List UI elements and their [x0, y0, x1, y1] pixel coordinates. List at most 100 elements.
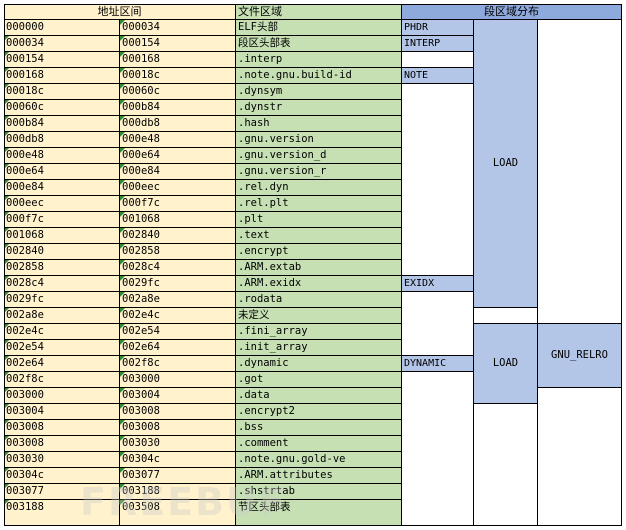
- address-end-cell[interactable]: 002e64: [120, 340, 236, 356]
- file-region-cell[interactable]: .fini_array: [236, 324, 402, 340]
- address-start-cell[interactable]: 003008: [4, 436, 120, 452]
- address-start-cell[interactable]: 002f8c: [4, 372, 120, 388]
- segment-note[interactable]: NOTE: [402, 68, 474, 84]
- file-region-cell[interactable]: 段区头部表: [236, 36, 402, 52]
- address-end-cell[interactable]: 002f8c: [120, 356, 236, 372]
- address-end-cell[interactable]: 002e54: [120, 324, 236, 340]
- file-region-cell[interactable]: .note.gnu.build-id: [236, 68, 402, 84]
- address-end-cell[interactable]: 003030: [120, 436, 236, 452]
- address-start-cell[interactable]: 002e4c: [4, 324, 120, 340]
- file-region-cell[interactable]: .ARM.extab: [236, 260, 402, 276]
- address-end-cell[interactable]: 000154: [120, 36, 236, 52]
- file-region-cell[interactable]: .encrypt: [236, 244, 402, 260]
- address-end-cell[interactable]: 003508: [120, 500, 236, 526]
- address-end-cell[interactable]: 0028c4: [120, 260, 236, 276]
- address-end-cell[interactable]: 003008: [120, 404, 236, 420]
- address-start-cell[interactable]: 003030: [4, 452, 120, 468]
- file-region-cell[interactable]: .hash: [236, 116, 402, 132]
- address-end-cell[interactable]: 000db8: [120, 116, 236, 132]
- address-end-cell[interactable]: 000e64: [120, 148, 236, 164]
- file-region-cell[interactable]: .got: [236, 372, 402, 388]
- file-region-cell[interactable]: .bss: [236, 420, 402, 436]
- segment-interp[interactable]: INTERP: [402, 36, 474, 52]
- file-region-cell[interactable]: .dynamic: [236, 356, 402, 372]
- file-region-cell[interactable]: .interp: [236, 52, 402, 68]
- segment-dynamic[interactable]: DYNAMIC: [402, 356, 474, 372]
- address-end-cell[interactable]: 001068: [120, 212, 236, 228]
- address-start-cell[interactable]: 003077: [4, 484, 120, 500]
- file-region-cell[interactable]: .ARM.exidx: [236, 276, 402, 292]
- address-start-cell[interactable]: 000034: [4, 36, 120, 52]
- address-end-cell[interactable]: 003188: [120, 484, 236, 500]
- file-region-cell[interactable]: .text: [236, 228, 402, 244]
- address-end-cell[interactable]: 00304c: [120, 452, 236, 468]
- address-end-cell[interactable]: 003077: [120, 468, 236, 484]
- address-end-cell[interactable]: 002e4c: [120, 308, 236, 324]
- address-end-cell[interactable]: 000e84: [120, 164, 236, 180]
- address-end-cell[interactable]: 003004: [120, 388, 236, 404]
- address-start-cell[interactable]: 002e54: [4, 340, 120, 356]
- file-region-cell[interactable]: .dynstr: [236, 100, 402, 116]
- address-start-cell[interactable]: 003188: [4, 500, 120, 526]
- address-end-cell[interactable]: 000e48: [120, 132, 236, 148]
- segment-phdr[interactable]: PHDR: [402, 20, 474, 36]
- address-start-cell[interactable]: 003008: [4, 420, 120, 436]
- address-end-cell[interactable]: 002858: [120, 244, 236, 260]
- address-start-cell[interactable]: 003000: [4, 388, 120, 404]
- address-end-cell[interactable]: 0029fc: [120, 276, 236, 292]
- address-start-cell[interactable]: 0028c4: [4, 276, 120, 292]
- file-region-cell[interactable]: .data: [236, 388, 402, 404]
- file-region-cell[interactable]: .gnu.version: [236, 132, 402, 148]
- address-start-cell[interactable]: 003004: [4, 404, 120, 420]
- address-start-cell[interactable]: 000eec: [4, 196, 120, 212]
- address-start-cell[interactable]: 000e64: [4, 164, 120, 180]
- address-end-cell[interactable]: 002840: [120, 228, 236, 244]
- file-region-cell[interactable]: 未定义: [236, 308, 402, 324]
- file-region-cell[interactable]: .comment: [236, 436, 402, 452]
- address-end-cell[interactable]: 003008: [120, 420, 236, 436]
- segment-load-2[interactable]: LOAD: [474, 324, 538, 404]
- file-region-cell[interactable]: .note.gnu.gold-ve: [236, 452, 402, 468]
- address-start-cell[interactable]: 000168: [4, 68, 120, 84]
- file-region-cell[interactable]: .gnu.version_r: [236, 164, 402, 180]
- file-region-cell[interactable]: ELF头部: [236, 20, 402, 36]
- file-region-cell[interactable]: .gnu.version_d: [236, 148, 402, 164]
- address-start-cell[interactable]: 000db8: [4, 132, 120, 148]
- address-start-cell[interactable]: 002840: [4, 244, 120, 260]
- address-end-cell[interactable]: 002a8e: [120, 292, 236, 308]
- address-start-cell[interactable]: 000e84: [4, 180, 120, 196]
- address-start-cell[interactable]: 0029fc: [4, 292, 120, 308]
- address-end-cell[interactable]: 000034: [120, 20, 236, 36]
- file-region-cell[interactable]: .encrypt2: [236, 404, 402, 420]
- file-region-cell[interactable]: .ARM.attributes: [236, 468, 402, 484]
- address-start-cell[interactable]: 000154: [4, 52, 120, 68]
- address-end-cell[interactable]: 003000: [120, 372, 236, 388]
- address-start-cell[interactable]: 001068: [4, 228, 120, 244]
- segment-load-1[interactable]: LOAD: [474, 20, 538, 308]
- address-start-cell[interactable]: 002a8e: [4, 308, 120, 324]
- file-region-cell[interactable]: .rel.dyn: [236, 180, 402, 196]
- address-end-cell[interactable]: 000f7c: [120, 196, 236, 212]
- address-start-cell[interactable]: 000000: [4, 20, 120, 36]
- segment-exidx[interactable]: EXIDX: [402, 276, 474, 292]
- address-end-cell[interactable]: 00060c: [120, 84, 236, 100]
- address-start-cell[interactable]: 00304c: [4, 468, 120, 484]
- file-region-cell[interactable]: .plt: [236, 212, 402, 228]
- file-region-cell[interactable]: .rodata: [236, 292, 402, 308]
- file-region-cell[interactable]: .dynsym: [236, 84, 402, 100]
- address-start-cell[interactable]: 002858: [4, 260, 120, 276]
- address-start-cell[interactable]: 000f7c: [4, 212, 120, 228]
- address-start-cell[interactable]: 000b84: [4, 116, 120, 132]
- address-start-cell[interactable]: 00060c: [4, 100, 120, 116]
- file-region-cell[interactable]: .shstrtab: [236, 484, 402, 500]
- file-region-cell[interactable]: .init_array: [236, 340, 402, 356]
- address-start-cell[interactable]: 00018c: [4, 84, 120, 100]
- file-region-cell[interactable]: 节区头部表: [236, 500, 402, 526]
- file-region-cell[interactable]: .rel.plt: [236, 196, 402, 212]
- address-start-cell[interactable]: 000e48: [4, 148, 120, 164]
- address-start-cell[interactable]: 002e64: [4, 356, 120, 372]
- address-end-cell[interactable]: 000b84: [120, 100, 236, 116]
- address-end-cell[interactable]: 000168: [120, 52, 236, 68]
- address-end-cell[interactable]: 000eec: [120, 180, 236, 196]
- segment-gnu-relro[interactable]: GNU_RELRO: [538, 324, 622, 388]
